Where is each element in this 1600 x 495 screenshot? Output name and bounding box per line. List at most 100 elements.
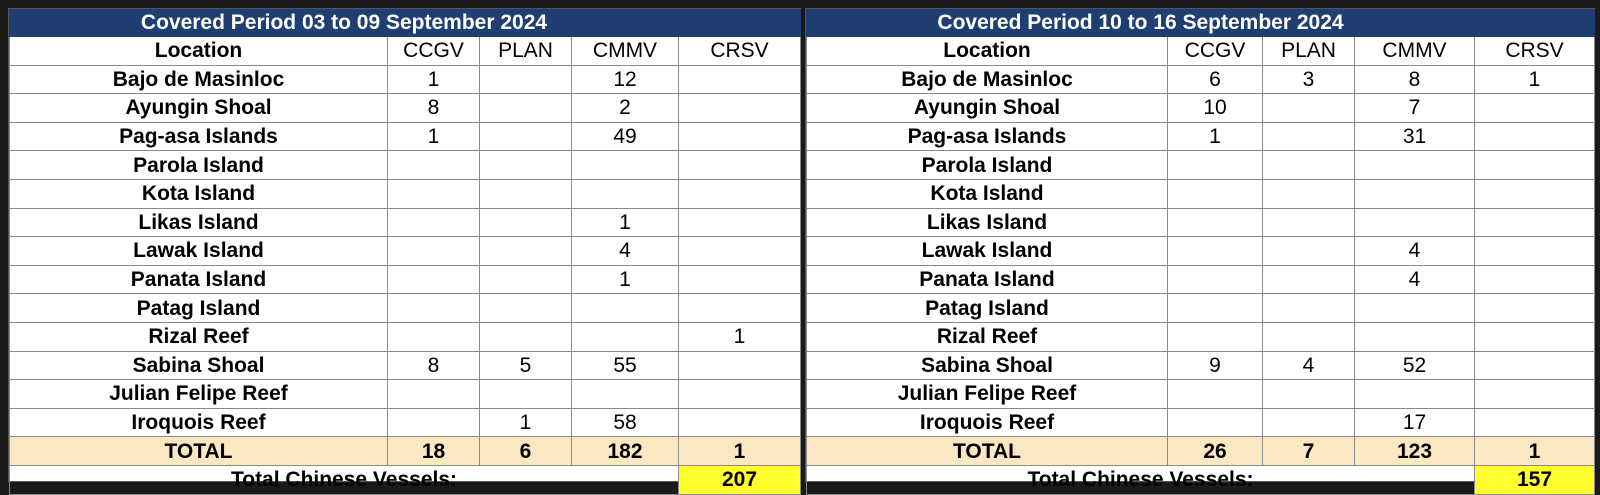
location-cell: Parola Island: [806, 150, 1168, 180]
count-cell-crsv: [1474, 178, 1595, 209]
count-cell-cmmv: 17: [1354, 407, 1475, 438]
table-row: Rizal Reef 1: [9, 321, 801, 352]
location-cell: Panata Island: [9, 264, 388, 295]
count-cell-ccgv: 10: [1167, 93, 1263, 123]
vessel-table-panel-period-1: Covered Period 03 to 09 September 2024 L…: [8, 8, 801, 495]
table-row: Panata Island 1: [9, 264, 801, 295]
table-title-row: Covered Period 03 to 09 September 2024: [9, 9, 801, 37]
count-cell-plan: [1262, 264, 1355, 295]
location-cell: Patag Island: [9, 293, 388, 323]
count-cell-crsv: [1474, 350, 1595, 381]
count-cell-cmmv: [1354, 207, 1475, 238]
location-cell: Kota Island: [806, 178, 1168, 209]
count-cell-ccgv: [1167, 150, 1263, 180]
table-row: Iroquois Reef 17: [806, 407, 1595, 438]
count-cell-ccgv: [1167, 207, 1263, 238]
grand-total-row: Total Chinese Vessels: 157: [806, 464, 1595, 495]
table-row: Parola Island: [9, 150, 801, 180]
count-cell-ccgv: [1167, 379, 1263, 409]
count-cell-plan: [479, 178, 572, 209]
location-cell: Sabina Shoal: [806, 350, 1168, 381]
column-header-location: Location: [9, 36, 388, 66]
total-plan: 7: [1262, 436, 1355, 466]
table-row: Rizal Reef: [806, 321, 1595, 352]
count-cell-plan: [1262, 407, 1355, 438]
count-cell-ccgv: [387, 207, 480, 238]
count-cell-cmmv: 2: [571, 93, 679, 123]
count-cell-plan: [1262, 178, 1355, 209]
total-ccgv: 26: [1167, 436, 1263, 466]
count-cell-crsv: [1474, 293, 1595, 323]
count-cell-cmmv: [571, 178, 679, 209]
location-cell: Julian Felipe Reef: [9, 379, 388, 409]
location-cell: Lawak Island: [806, 236, 1168, 266]
column-header-ccgv: CCGV: [387, 36, 480, 66]
table-row: Iroquois Reef 1 58: [9, 407, 801, 438]
table-row: Kota Island: [806, 178, 1595, 209]
column-header-plan: PLAN: [1262, 36, 1355, 66]
table-row: Pag-asa Islands 1 31: [806, 121, 1595, 152]
count-cell-ccgv: [1167, 178, 1263, 209]
total-crsv: 1: [1474, 436, 1595, 466]
count-cell-cmmv: 58: [571, 407, 679, 438]
count-cell-crsv: [1474, 236, 1595, 266]
vessel-table-panel-period-2: Covered Period 10 to 16 September 2024 L…: [805, 8, 1595, 495]
grand-total-label: Total Chinese Vessels:: [9, 464, 679, 495]
count-cell-crsv: [1474, 407, 1595, 438]
location-cell: Kota Island: [9, 178, 388, 209]
count-cell-crsv: [678, 150, 801, 180]
location-cell: Parola Island: [9, 150, 388, 180]
count-cell-ccgv: 8: [387, 350, 480, 381]
table-body: Bajo de Masinloc 6 3 8 1 Ayungin Shoal 10 7 Pag-…: [806, 64, 1595, 438]
column-header-crsv: CRSV: [678, 36, 801, 66]
count-cell-crsv: [678, 121, 801, 152]
count-cell-cmmv: [571, 293, 679, 323]
count-cell-cmmv: 52: [1354, 350, 1475, 381]
count-cell-plan: [479, 379, 572, 409]
total-plan: 6: [479, 436, 572, 466]
period-title: Covered Period 10 to 16 September 2024: [806, 9, 1475, 37]
count-cell-plan: [479, 150, 572, 180]
count-cell-ccgv: [387, 178, 480, 209]
grand-total-value: 157: [1474, 464, 1595, 495]
location-cell: Patag Island: [806, 293, 1168, 323]
count-cell-crsv: [678, 93, 801, 123]
count-cell-crsv: 1: [1474, 64, 1595, 95]
count-cell-plan: [479, 93, 572, 123]
count-cell-crsv: [678, 178, 801, 209]
count-cell-cmmv: 4: [571, 236, 679, 266]
grand-total-label: Total Chinese Vessels:: [806, 464, 1475, 495]
count-cell-cmmv: 4: [1354, 264, 1475, 295]
table-body: Bajo de Masinloc 1 12 Ayungin Shoal 8 2 Pag-as…: [9, 64, 801, 438]
location-cell: Bajo de Masinloc: [806, 64, 1168, 95]
location-cell: Iroquois Reef: [9, 407, 388, 438]
location-cell: Bajo de Masinloc: [9, 64, 388, 95]
location-cell: Likas Island: [9, 207, 388, 238]
count-cell-plan: [1262, 236, 1355, 266]
count-cell-ccgv: 1: [387, 64, 480, 95]
count-cell-crsv: [678, 293, 801, 323]
column-header-cmmv: CMMV: [1354, 36, 1475, 66]
count-cell-crsv: [678, 350, 801, 381]
count-cell-ccgv: [1167, 321, 1263, 352]
count-cell-cmmv: 4: [1354, 236, 1475, 266]
total-label: TOTAL: [9, 436, 388, 466]
count-cell-crsv: [678, 379, 801, 409]
count-cell-plan: 5: [479, 350, 572, 381]
period-title: Covered Period 03 to 09 September 2024: [9, 9, 679, 37]
location-cell: Iroquois Reef: [806, 407, 1168, 438]
count-cell-cmmv: [571, 150, 679, 180]
table-row: Pag-asa Islands 1 49: [9, 121, 801, 152]
table-row: Lawak Island 4: [806, 236, 1595, 266]
count-cell-plan: [1262, 379, 1355, 409]
table-row: Julian Felipe Reef: [9, 379, 801, 409]
count-cell-plan: 4: [1262, 350, 1355, 381]
location-cell: Likas Island: [806, 207, 1168, 238]
column-header-crsv: CRSV: [1474, 36, 1595, 66]
count-cell-crsv: [678, 236, 801, 266]
table-row: Bajo de Masinloc 6 3 8 1: [806, 64, 1595, 95]
table-title-row: Covered Period 10 to 16 September 2024: [806, 9, 1595, 37]
column-header-row: Location CCGV PLAN CMMV CRSV: [806, 36, 1595, 66]
location-cell: Sabina Shoal: [9, 350, 388, 381]
table-row: Panata Island 4: [806, 264, 1595, 295]
